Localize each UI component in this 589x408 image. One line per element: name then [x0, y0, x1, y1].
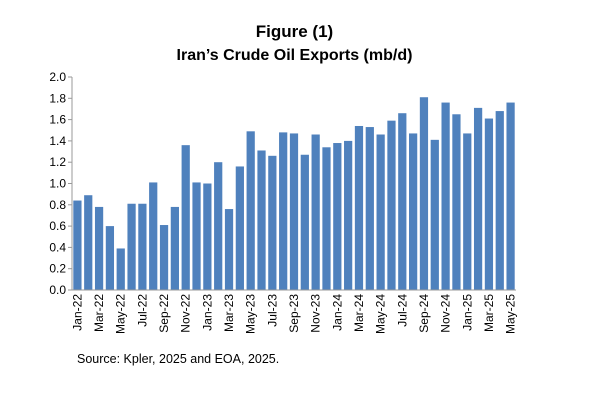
x-tick-label: Jul-24 — [395, 294, 409, 327]
y-tick-label: 0.8 — [49, 198, 66, 212]
y-tick-label: 1.2 — [49, 155, 66, 169]
bar — [181, 145, 190, 290]
x-tick-label: Sep-22 — [157, 294, 171, 333]
x-tick-label: Mar-25 — [482, 294, 496, 332]
x-tick-label: Nov-24 — [439, 294, 453, 333]
x-tick-label: Sep-24 — [417, 294, 431, 333]
bar — [203, 183, 212, 290]
bar — [473, 107, 483, 290]
bar — [289, 133, 299, 290]
bar — [409, 133, 418, 290]
chart-title: Figure (1) — [255, 22, 334, 41]
bar — [138, 203, 147, 290]
x-tick-label: Jan-22 — [70, 294, 84, 331]
bar — [73, 200, 82, 290]
bar — [149, 182, 158, 290]
bar — [268, 155, 277, 290]
y-tick-label: 1.0 — [49, 177, 66, 191]
x-tick-label: Jul-22 — [135, 294, 149, 327]
y-tick-label: 1.8 — [49, 91, 66, 105]
x-tick-label: Jan-25 — [460, 294, 474, 331]
bar — [430, 139, 439, 290]
y-tick-label: 0.4 — [49, 240, 66, 254]
bar — [279, 132, 288, 290]
bar — [484, 118, 494, 290]
bar — [344, 140, 353, 290]
bar — [214, 162, 223, 290]
chart-subtitle: Iran’s Crude Oil Exports (mb/d) — [176, 47, 413, 64]
bar — [398, 113, 407, 291]
bar — [365, 127, 374, 290]
x-tick-label: Jan-23 — [200, 294, 214, 331]
x-tick-label: May-22 — [114, 294, 128, 334]
y-tick-label: 0.6 — [49, 219, 66, 233]
y-tick-label: 1.6 — [49, 113, 66, 127]
y-tick-label: 1.4 — [49, 134, 66, 148]
x-tick-label: May-25 — [504, 294, 518, 334]
bar — [376, 134, 385, 290]
bar — [235, 166, 244, 290]
bar — [116, 248, 125, 290]
bar — [300, 154, 309, 290]
bar — [495, 111, 504, 290]
bar — [159, 225, 169, 290]
bar — [257, 150, 266, 290]
bar — [322, 147, 331, 290]
bar — [127, 203, 136, 290]
x-tick-label: Jan-24 — [330, 294, 344, 331]
x-tick-label: Sep-23 — [287, 294, 301, 333]
bar — [441, 102, 450, 290]
y-tick-label: 2.0 — [49, 70, 66, 84]
bar — [246, 131, 255, 290]
x-tick-label: Jul-23 — [265, 294, 279, 327]
bar — [170, 206, 179, 290]
bar — [419, 97, 429, 290]
bar — [94, 206, 104, 290]
x-tick-label: Mar-24 — [352, 294, 366, 332]
x-tick-label: Mar-22 — [92, 294, 106, 332]
bar — [224, 209, 234, 290]
x-tick-label: May-24 — [374, 294, 388, 334]
bar — [452, 114, 461, 290]
x-tick-label: May-23 — [244, 294, 258, 334]
y-tick-label: 0.0 — [49, 283, 66, 297]
bar — [463, 133, 472, 290]
bar — [387, 120, 396, 290]
bar — [192, 182, 201, 290]
source-note: Source: Kpler, 2025 and EOA, 2025. — [77, 352, 280, 366]
bar — [354, 125, 364, 291]
bar — [105, 226, 115, 290]
bar — [311, 134, 320, 290]
bar — [333, 143, 342, 290]
x-tick-label: Nov-23 — [309, 294, 323, 333]
x-tick-label: Mar-23 — [222, 294, 236, 332]
bar — [506, 102, 515, 290]
bar — [84, 195, 93, 290]
x-tick-label: Nov-22 — [179, 294, 193, 333]
y-tick-label: 0.2 — [49, 262, 66, 276]
